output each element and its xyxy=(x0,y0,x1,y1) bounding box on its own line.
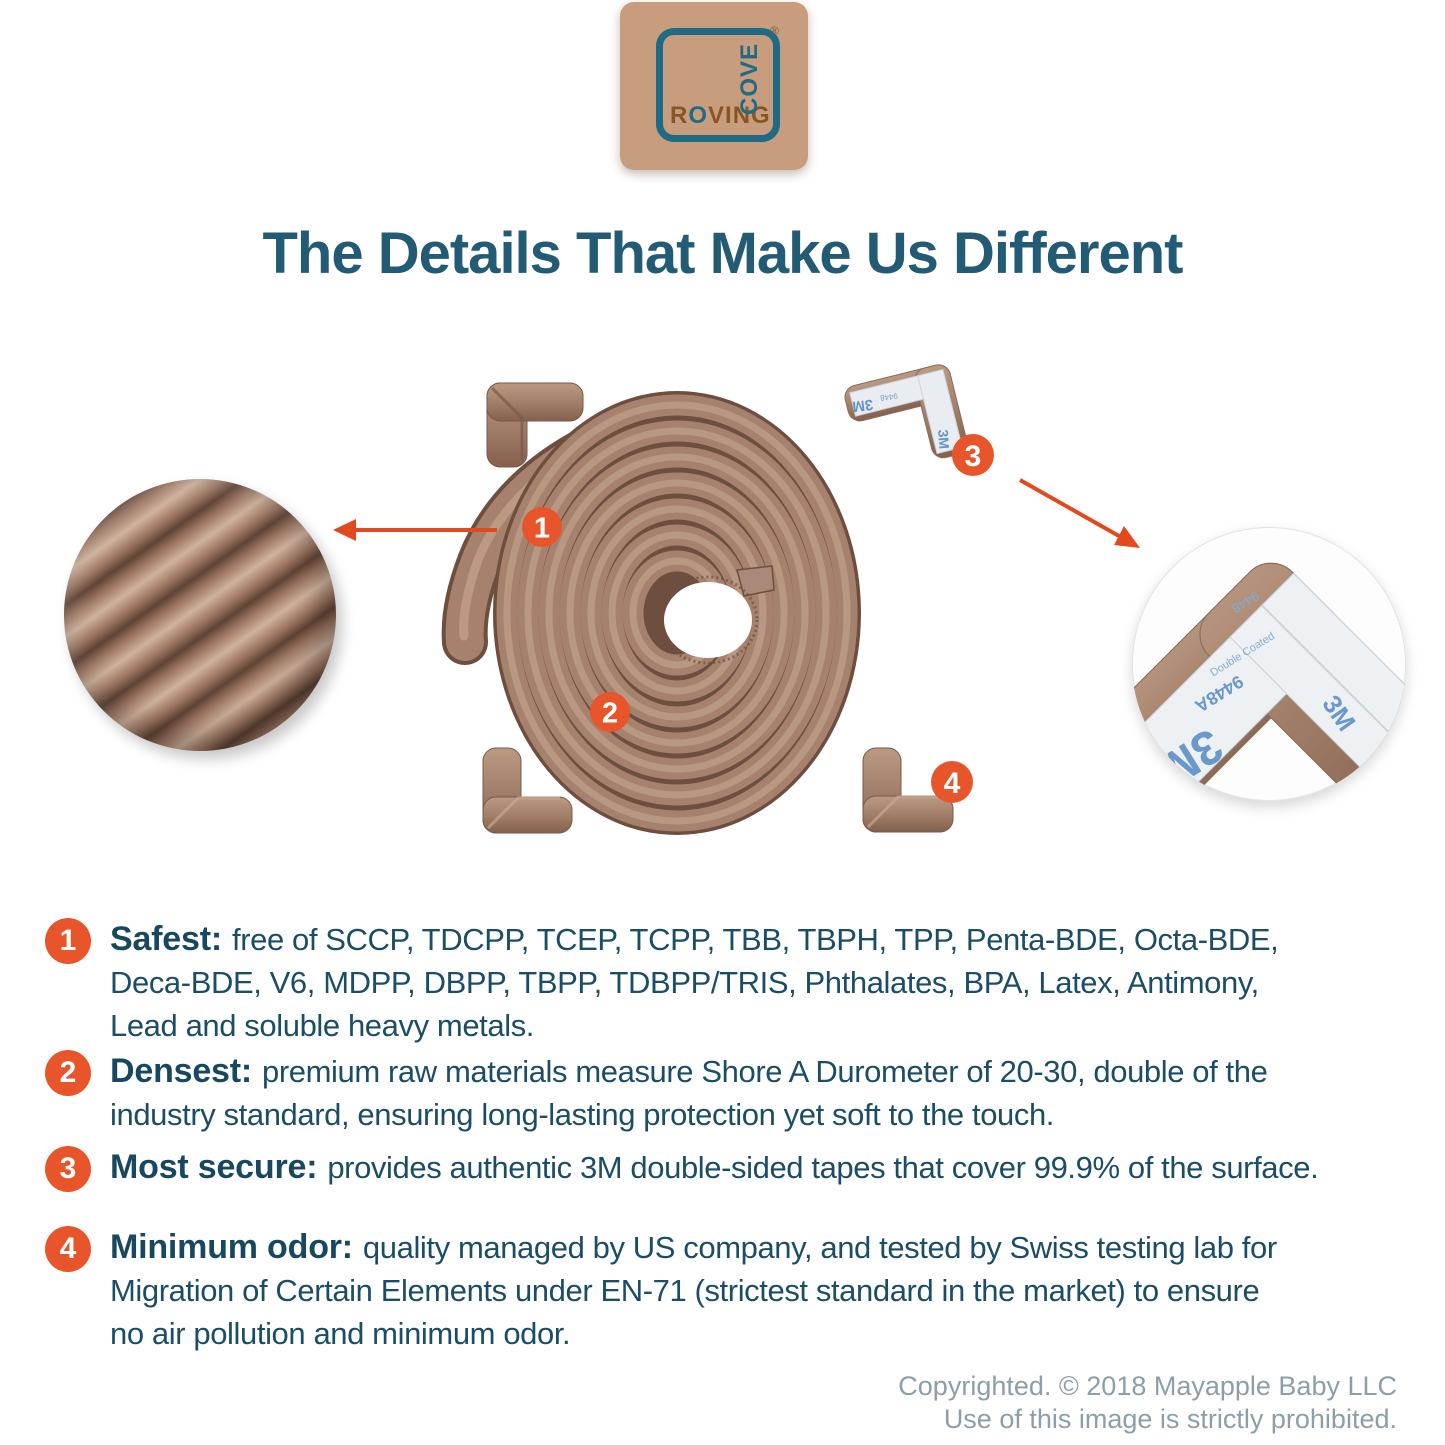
tape-brand-text: 3M xyxy=(935,429,952,450)
copyright-line: Copyrighted. © 2018 Mayapple Baby LLC xyxy=(898,1371,1397,1401)
feature-label: Densest: xyxy=(110,1052,253,1090)
feature-line: industry standard, ensuring long-lasting… xyxy=(110,1097,1055,1132)
tape-brand-text: 3M xyxy=(851,396,874,415)
copyright-note: Copyrighted. © 2018 Mayapple Baby LLC Us… xyxy=(898,1370,1397,1436)
feature-line: Lead and soluble heavy metals. xyxy=(110,1008,535,1043)
callout-1: 1 xyxy=(522,507,562,547)
registered-mark: ® xyxy=(770,24,779,38)
product-diagram: 3M 3M 9448 1 2 3 4 xyxy=(333,364,1140,835)
feature-item-densest: 2 Densest: premium raw materials measure … xyxy=(45,1050,1268,1136)
brand-word-cove: COVE xyxy=(736,43,763,116)
feature-badge: 3 xyxy=(45,1146,91,1192)
feature-label: Minimum odor: xyxy=(110,1228,353,1266)
arrow-right-icon xyxy=(1019,478,1140,548)
feature-badge: 2 xyxy=(45,1050,91,1096)
edge-roll-coil xyxy=(493,391,861,835)
feature-line: Migration of Certain Elements under EN-7… xyxy=(110,1273,1260,1308)
feature-item-safest: 1 Safest: free of SCCP, TDCPP, TCEP, TCPP… xyxy=(45,918,1279,1047)
brand-letters: VING xyxy=(708,102,771,129)
feature-line-text: quality managed by US company, and teste… xyxy=(362,1230,1277,1265)
feature-line: no air pollution and minimum odor. xyxy=(110,1316,571,1351)
callout-number: 4 xyxy=(944,767,961,800)
zoom-inset-foam-texture xyxy=(64,479,336,751)
feature-text: Minimum odor: quality managed by US compa… xyxy=(110,1226,1277,1355)
page-title: The Details That Make Us Different xyxy=(262,221,1184,286)
feature-line: Safest: free of SCCP, TDCPP, TCEP, TCPP, … xyxy=(110,918,1279,961)
copyright-line: Use of this image is strictly prohibited… xyxy=(943,1404,1397,1434)
callout-4: 4 xyxy=(931,761,973,803)
feature-line: Deca-BDE, V6, MDPP, DBPP, TBPP, TDBPP/TR… xyxy=(110,965,1259,1000)
tape-model-text: 9448 xyxy=(879,391,898,402)
feature-text: Densest: premium raw materials measure Sh… xyxy=(110,1050,1268,1136)
feature-label: Safest: xyxy=(110,920,222,958)
feature-label: Most secure: xyxy=(110,1148,318,1186)
callout-number: 3 xyxy=(965,440,982,473)
corner-piece-taped: 3M 3M 9448 xyxy=(844,364,968,459)
corner-piece-top-left xyxy=(486,382,584,468)
feature-line: Most secure: provides authentic 3M double… xyxy=(110,1146,1319,1189)
feature-line-text: premium raw materials measure Shore A Du… xyxy=(262,1054,1268,1089)
corner-piece-bottom-right xyxy=(862,747,954,833)
feature-badge: 1 xyxy=(45,918,91,964)
feature-text: Most secure: provides authentic 3M double… xyxy=(110,1146,1319,1189)
feature-badge: 4 xyxy=(45,1226,91,1272)
tape-corner-illustration: 3M 9448A Double Coated 3M 9448 xyxy=(1132,562,1406,801)
feature-text: Safest: free of SCCP, TDCPP, TCEP, TCPP, … xyxy=(110,918,1279,1047)
feature-item-most-secure: 3 Most secure: provides authentic 3M doub… xyxy=(45,1146,1319,1192)
callout-3: 3 xyxy=(952,434,994,476)
brand-logo: ROVING COVE ® xyxy=(620,2,808,170)
feature-line: Minimum odor: quality managed by US compa… xyxy=(110,1226,1277,1269)
logo-frame-icon xyxy=(656,28,780,142)
callout-number: 1 xyxy=(534,512,550,544)
arrow-left-icon xyxy=(333,519,497,541)
feature-line-text: free of SCCP, TDCPP, TCEP, TCPP, TBB, TB… xyxy=(231,922,1279,957)
callout-number: 2 xyxy=(602,697,618,729)
callout-2: 2 xyxy=(590,692,630,732)
brand-letter: R xyxy=(670,102,689,129)
feature-line: Densest: premium raw materials measure Sh… xyxy=(110,1050,1268,1093)
feature-line-text: provides authentic 3M double-sided tapes… xyxy=(327,1150,1319,1185)
brand-letter: O xyxy=(688,102,709,129)
zoom-inset-tape-corner: 3M 9448A Double Coated 3M 9448 xyxy=(1132,527,1406,801)
feature-item-minimum-odor: 4 Minimum odor: quality managed by US com… xyxy=(45,1226,1277,1355)
brand-word-roving: ROVING xyxy=(670,102,771,130)
corner-piece-bottom-left xyxy=(482,747,573,834)
